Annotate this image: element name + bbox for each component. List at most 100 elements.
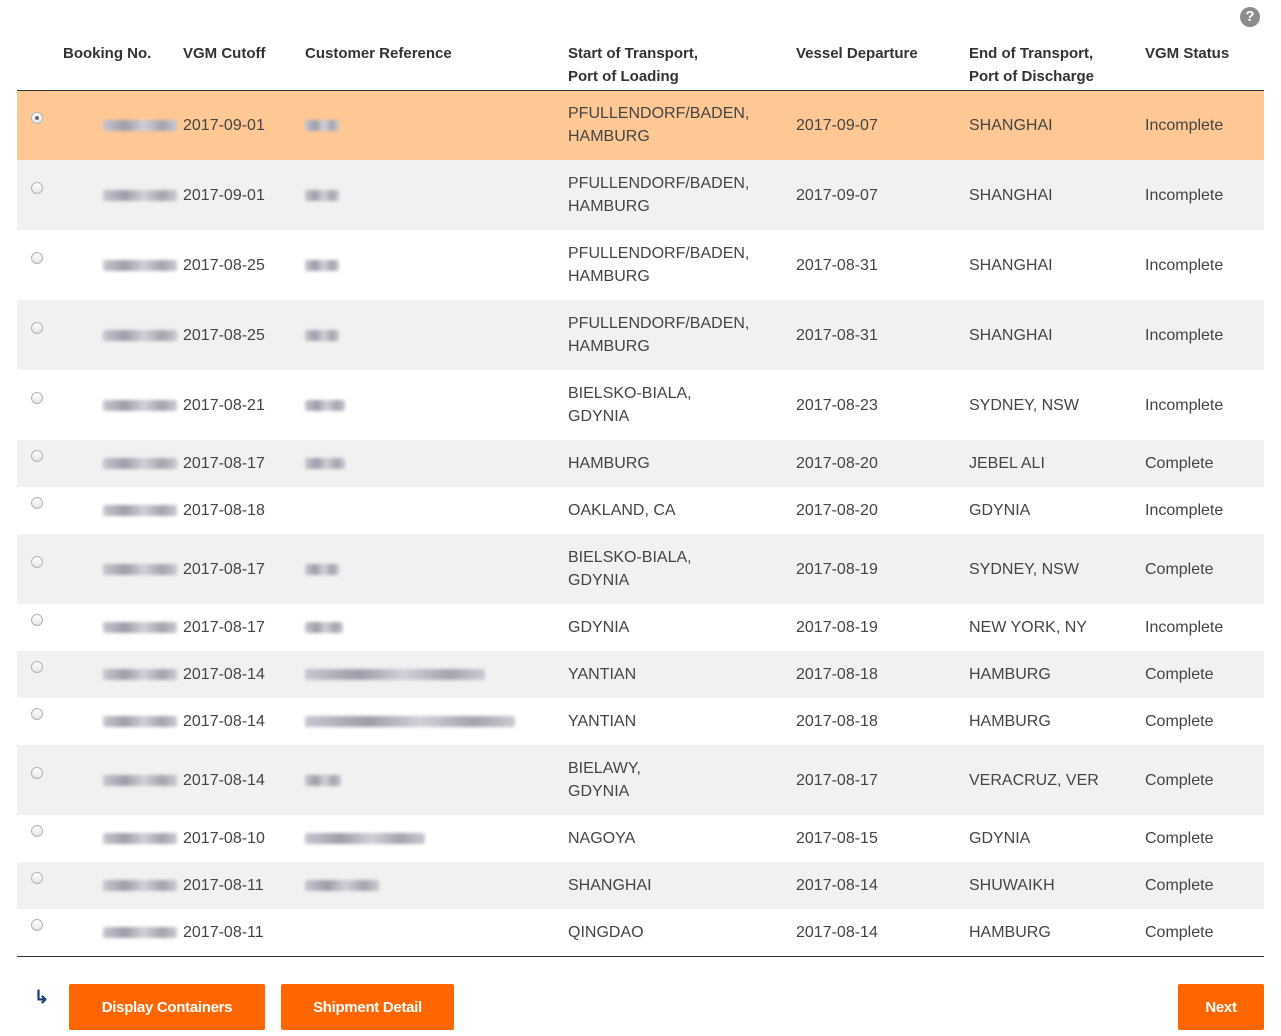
row-radio[interactable] [31, 766, 43, 779]
table-row[interactable]: 2017-08-10 NAGOYA 2017-08-15 GDYNIA Complete [17, 815, 1264, 862]
row-select-cell[interactable] [17, 487, 62, 534]
table-row[interactable]: 2017-08-14 YANTIAN 2017-08-18 HAMBURG Comple… [17, 698, 1264, 745]
redacted-booking-number [103, 622, 177, 634]
row-select-cell[interactable] [17, 815, 62, 862]
redacted-booking-number [103, 120, 177, 132]
port-of-discharge-cell: SHANGHAI [969, 256, 1053, 274]
end-of-transport-header[interactable]: End of Transport, Port of Discharge [969, 32, 1145, 91]
table-row[interactable]: 2017-09-01 PFULLENDORF/BADEN, HAMBURG 2017-… [17, 90, 1264, 160]
vgm-cutoff-cell: 2017-09-01 [183, 90, 305, 160]
vgm-cutoff-header[interactable]: VGM Cutoff [183, 32, 305, 91]
customer-reference-cell [305, 230, 568, 300]
row-radio[interactable] [31, 450, 43, 462]
vgm-cutoff-cell: 2017-08-17 [183, 534, 305, 604]
customer-reference-cell [305, 745, 568, 815]
row-radio[interactable] [31, 918, 43, 931]
redacted-customer-reference [305, 399, 345, 411]
row-radio[interactable] [31, 661, 43, 673]
table-row[interactable]: 2017-08-11 QINGDAO 2017-08-14 HAMBURG Comple… [17, 909, 1264, 957]
table-row[interactable]: 2017-08-17 BIELSKO-BIALA, GDYNIA 2017-08-19… [17, 534, 1264, 604]
redacted-customer-reference [305, 716, 515, 728]
table-row[interactable]: 2017-08-21 BIELSKO-BIALA, GDYNIA 2017-08-23… [17, 370, 1264, 440]
next-button[interactable]: Next [1178, 984, 1264, 1030]
port-of-discharge-cell: SHANGHAI [969, 90, 1145, 160]
booking-number-cell [62, 440, 183, 487]
vgm-cutoff-cell: 2017-08-11 [183, 862, 305, 909]
row-radio[interactable] [31, 555, 43, 568]
start-of-transport-header[interactable]: Start of Transport, Port of Loading [568, 32, 796, 91]
vgm-cutoff-cell: 2017-08-14 [183, 651, 305, 698]
customer-reference-cell [305, 440, 568, 487]
booking-number-cell [62, 604, 183, 651]
customer-reference-cell [305, 604, 568, 651]
vgm-status-cell: Complete [1145, 745, 1264, 815]
vgm-cutoff-cell: 2017-08-14 [183, 713, 265, 730]
row-radio[interactable] [31, 825, 43, 837]
vgm-status-header[interactable]: VGM Status [1145, 32, 1264, 91]
row-radio[interactable] [31, 497, 43, 509]
redacted-booking-number [103, 880, 177, 892]
row-select-cell[interactable] [17, 300, 62, 370]
row-select-cell[interactable] [17, 160, 62, 230]
table-header-row: Booking No. VGM Cutoff Customer Referenc… [17, 32, 1264, 91]
redacted-booking-number [103, 833, 177, 845]
table-row[interactable]: 2017-08-25 PFULLENDORF/BADEN, HAMBURG 2017-… [17, 230, 1264, 300]
row-select-cell[interactable] [17, 440, 62, 487]
port-of-loading-cell: QINGDAO [568, 909, 796, 957]
row-radio[interactable] [31, 872, 43, 884]
port-of-loading-cell: HAMBURG [568, 440, 796, 487]
redacted-customer-reference [305, 259, 339, 271]
row-select-cell[interactable] [17, 651, 62, 698]
redacted-booking-number [103, 329, 177, 341]
port-of-loading-cell: NAGOYA [568, 830, 636, 847]
table-row[interactable]: 2017-08-17 GDYNIA 2017-08-19 NEW YORK, NY In… [17, 604, 1264, 651]
table-row[interactable]: 2017-08-17 HAMBURG 2017-08-20 JEBEL ALI Comp… [17, 440, 1264, 487]
help-icon[interactable]: ? [1240, 7, 1260, 27]
row-select-cell[interactable] [17, 698, 62, 745]
row-select-cell[interactable] [17, 862, 62, 909]
table-row[interactable]: 2017-08-14 YANTIAN 2017-08-18 HAMBURG Comple… [17, 651, 1264, 698]
vgm-cutoff-cell: 2017-08-17 [183, 619, 265, 636]
customer-reference-cell [305, 300, 568, 370]
vessel-departure-cell: 2017-08-19 [796, 534, 969, 604]
vessel-departure-cell: 2017-08-23 [796, 396, 878, 414]
row-radio[interactable] [31, 614, 43, 626]
vessel-departure-cell: 2017-08-19 [796, 619, 878, 636]
redacted-customer-reference [305, 120, 339, 132]
booking-number-cell [62, 745, 183, 815]
table-row[interactable]: 2017-08-14 BIELAWY, GDYNIA 2017-08-17 VERACR… [17, 745, 1264, 815]
row-radio[interactable] [31, 391, 43, 404]
booking-number-cell [62, 90, 183, 160]
row-radio[interactable] [31, 181, 43, 194]
table-row[interactable]: 2017-08-11 SHANGHAI 2017-08-14 SHUWAIKH Comp… [17, 862, 1264, 909]
table-row[interactable]: 2017-09-01 PFULLENDORF/BADEN, HAMBURG 2017-… [17, 160, 1264, 230]
table-row[interactable]: 2017-08-25 PFULLENDORF/BADEN, HAMBURG 2017-… [17, 300, 1264, 370]
shipment-detail-button[interactable]: Shipment Detail [281, 984, 454, 1030]
row-select-cell[interactable] [17, 230, 62, 300]
row-select-cell[interactable] [17, 604, 62, 651]
row-select-cell[interactable] [17, 534, 62, 604]
customer-reference-header[interactable]: Customer Reference [305, 32, 568, 91]
row-radio[interactable] [31, 708, 43, 720]
row-radio[interactable] [31, 321, 43, 334]
port-of-discharge-cell: SHANGHAI [969, 160, 1145, 230]
vgm-cutoff-cell: 2017-08-25 [183, 300, 305, 370]
redacted-booking-number [103, 716, 177, 728]
display-containers-button[interactable]: Display Containers [69, 984, 265, 1030]
row-radio[interactable] [31, 251, 43, 264]
row-select-cell[interactable] [17, 909, 62, 957]
vgm-status-cell: Incomplete [1145, 619, 1224, 636]
redacted-booking-number [103, 189, 177, 201]
redacted-booking-number [103, 563, 177, 575]
row-select-cell[interactable] [17, 745, 62, 815]
vessel-departure-header[interactable]: Vessel Departure [796, 32, 969, 91]
table-row[interactable]: 2017-08-18 OAKLAND, CA 2017-08-20 GDYNIA Inc… [17, 487, 1264, 534]
port-of-discharge-cell: HAMBURG [969, 651, 1145, 698]
vessel-departure-cell: 2017-08-20 [796, 440, 969, 487]
redacted-customer-reference [305, 774, 341, 786]
booking-no-header[interactable]: Booking No. [62, 32, 183, 91]
row-radio[interactable] [31, 111, 43, 124]
port-of-loading-cell: BIELAWY, GDYNIA [568, 745, 796, 815]
row-select-cell[interactable] [17, 370, 62, 440]
row-select-cell[interactable] [17, 90, 62, 160]
